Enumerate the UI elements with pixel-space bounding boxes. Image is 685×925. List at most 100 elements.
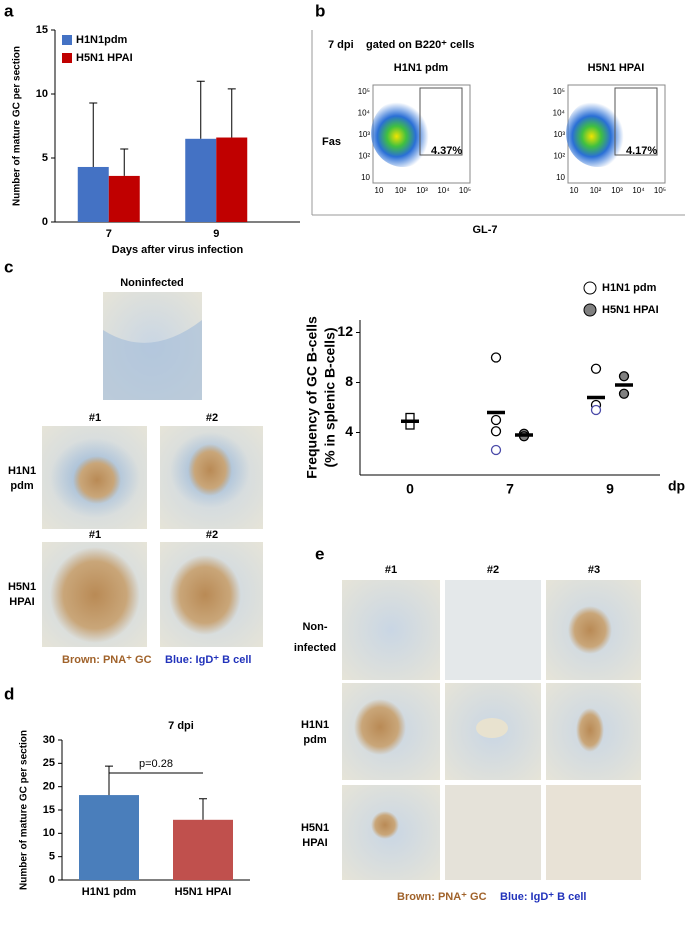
flow-ylabel: Fas xyxy=(322,136,341,148)
tissue-image xyxy=(42,426,263,647)
sample-label: #1 xyxy=(89,412,101,424)
tissue-image xyxy=(103,292,202,400)
panel-letter: e xyxy=(315,544,324,563)
point xyxy=(490,414,502,426)
flow-plot-title: H5N1 HPAI xyxy=(588,62,645,74)
y-label: (% in splenic B-cells) xyxy=(322,327,338,467)
bar xyxy=(108,175,140,222)
y-tick-label: 5 xyxy=(49,851,55,863)
panel-letter: b xyxy=(315,1,325,20)
bar xyxy=(185,138,217,222)
point xyxy=(490,426,502,437)
error-bar xyxy=(105,765,113,796)
error-bar xyxy=(120,148,129,176)
legend-marker xyxy=(583,303,597,317)
y-tick-label: 4 xyxy=(345,423,353,439)
y-tick-label: 15 xyxy=(43,804,55,816)
legend-swatch xyxy=(62,35,72,45)
row-label: H1N1 xyxy=(301,719,329,731)
y-tick-label: 10 xyxy=(43,827,55,839)
flow-tick: 10⁵ xyxy=(553,87,565,96)
flow-tick: 10² xyxy=(358,152,370,161)
y-tick-label: 0 xyxy=(49,874,55,886)
flow-tick: 10² xyxy=(553,152,565,161)
flow-tick: 10⁵ xyxy=(459,186,471,195)
panel-letter: a xyxy=(4,1,14,20)
error-bar xyxy=(196,80,205,139)
y-tick-label: 30 xyxy=(43,734,55,746)
row-label: Non- xyxy=(302,621,327,633)
annotation: p=0.28 xyxy=(139,758,173,770)
flow-tick: 10 xyxy=(570,186,579,195)
flow-percent: 4.17% xyxy=(626,145,657,157)
col-label: #2 xyxy=(487,564,499,576)
flow-tick: 10³ xyxy=(611,186,623,195)
flow-tick: 10³ xyxy=(358,130,370,139)
y-tick-label: 15 xyxy=(36,24,48,36)
flow-tick: 10 xyxy=(375,186,384,195)
panel-letter: c xyxy=(4,257,13,276)
flow-tick: 10⁵ xyxy=(654,186,666,195)
x-tick-label: 0 xyxy=(406,481,414,497)
flow-tick: 10⁴ xyxy=(358,109,371,118)
flow-percent: 4.37% xyxy=(431,145,462,157)
row-label: H5N1 xyxy=(8,581,36,593)
col-label: #1 xyxy=(385,564,397,576)
x-tick-label: 7 xyxy=(506,481,514,497)
point xyxy=(590,363,602,374)
chart-title: 7 dpi xyxy=(168,720,194,732)
y-label: Frequency of GC B-cells xyxy=(304,316,320,479)
point xyxy=(490,444,502,456)
legend-swatch xyxy=(62,53,72,63)
y-label: Number of mature GC per section xyxy=(12,46,23,206)
x-label: dpi xyxy=(668,478,685,494)
flow-gate-note: gated on B220⁺ cells xyxy=(366,39,475,51)
row-label: pdm xyxy=(303,734,326,746)
x-tick-label: 7 xyxy=(106,228,112,240)
point xyxy=(590,404,602,416)
flow-header: 7 dpi xyxy=(328,39,354,51)
flow-plot-title: H1N1 pdm xyxy=(394,62,449,74)
bar xyxy=(173,819,233,880)
flow-tick: 10³ xyxy=(416,186,428,195)
stain-legend: Blue: IgD⁺ B cell xyxy=(500,891,587,903)
hist-title: Noninfected xyxy=(120,277,184,289)
row-label: HPAI xyxy=(9,596,34,608)
flow-tick: 10² xyxy=(395,186,407,195)
y-tick-label: 20 xyxy=(43,781,55,793)
x-tick-label: 9 xyxy=(606,481,614,497)
flow-gate xyxy=(419,87,463,156)
flow-tick: 10⁴ xyxy=(632,186,645,195)
stain-legend: Brown: PNA⁺ GC xyxy=(397,891,487,903)
x-tick-label: H5N1 HPAI xyxy=(175,886,232,898)
bar xyxy=(79,795,139,880)
row-label: infected xyxy=(294,642,336,654)
row-label: H5N1 xyxy=(301,822,329,834)
y-tick-label: 0 xyxy=(42,216,48,228)
error-bar xyxy=(227,88,236,138)
legend-label: H1N1pdm xyxy=(76,34,128,46)
stain-legend: Blue: IgD⁺ B cell xyxy=(165,654,252,666)
x-label: Days after virus infection xyxy=(112,244,244,256)
flow-tick: 10 xyxy=(361,173,370,182)
flow-tick: 10² xyxy=(590,186,602,195)
row-label: pdm xyxy=(10,480,33,492)
tissue-image xyxy=(342,580,641,880)
error-bar xyxy=(199,798,207,820)
y-tick-label: 5 xyxy=(42,152,48,164)
stain-legend: Brown: PNA⁺ GC xyxy=(62,654,152,666)
panel-letter: d xyxy=(4,684,14,703)
legend-marker xyxy=(583,281,597,295)
legend-label: H1N1 pdm xyxy=(602,282,657,294)
col-label: #3 xyxy=(588,564,600,576)
flow-tick: 10⁴ xyxy=(437,186,450,195)
point xyxy=(618,371,630,382)
row-label: HPAI xyxy=(302,837,327,849)
error-bar xyxy=(89,102,98,167)
row-label: H1N1 xyxy=(8,465,36,477)
flow-xlabel: GL-7 xyxy=(472,224,497,236)
legend-label: H5N1 HPAI xyxy=(602,304,659,316)
flow-plots: H1N1 pdm 4.37% 10 10 10² 10² 10³ 10³ 10⁴ 10⁴ 10⁵ 10… xyxy=(358,62,666,195)
flow-tick: 10 xyxy=(556,173,565,182)
x-tick-label: 9 xyxy=(213,228,219,240)
